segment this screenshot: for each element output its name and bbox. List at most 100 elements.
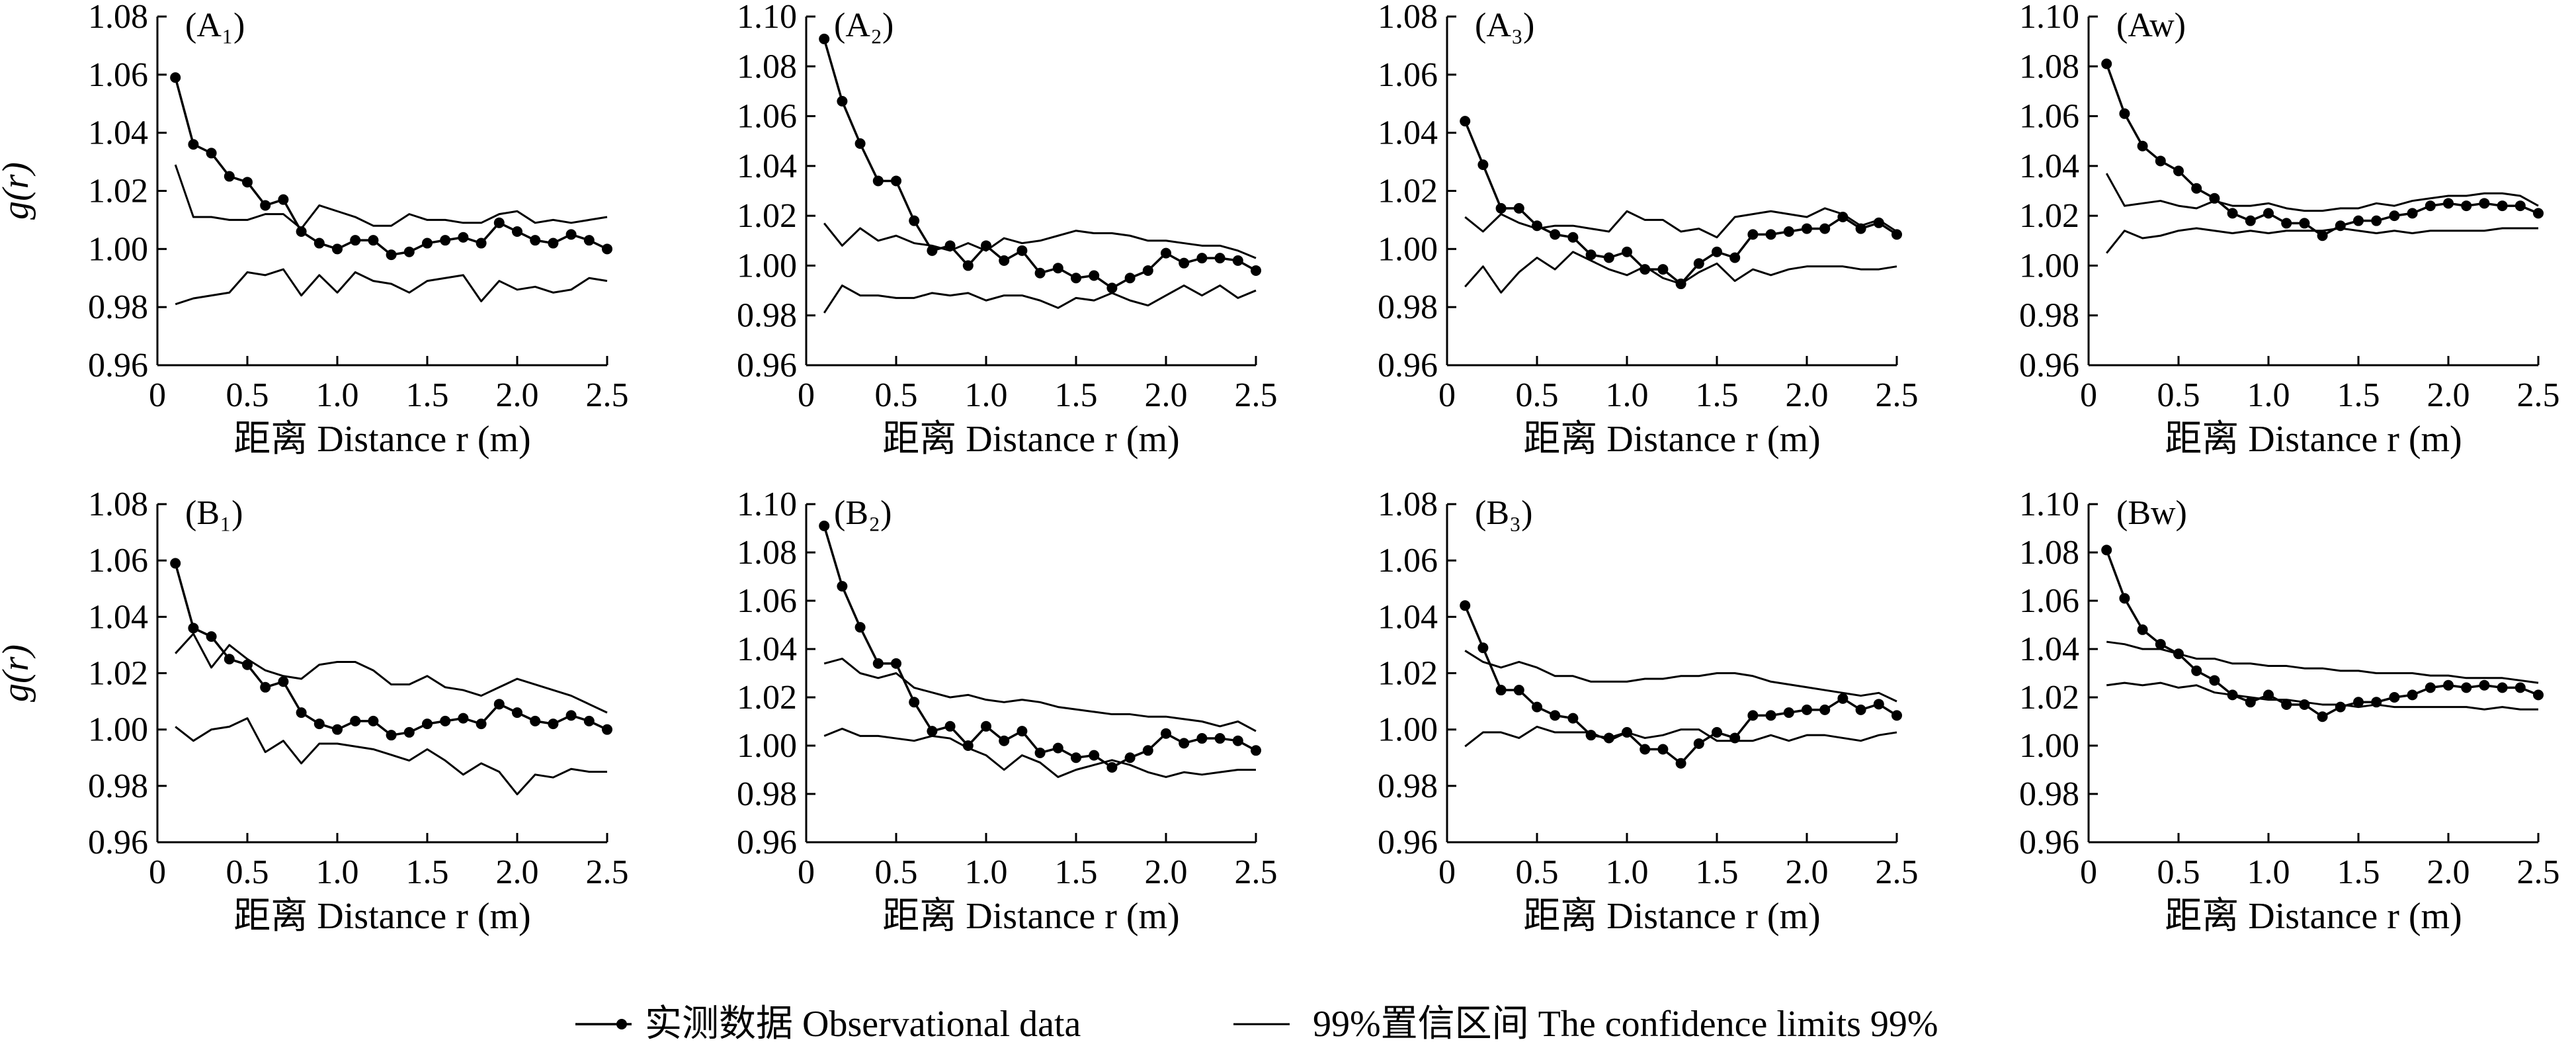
x-tick-label: 2.5 <box>1235 376 1278 414</box>
x-tick-label: 2.0 <box>1145 853 1188 891</box>
observed-point <box>1747 710 1759 721</box>
observed-point <box>1232 255 1243 266</box>
x-tick-label: 1.0 <box>316 376 359 414</box>
observed-point <box>2425 682 2436 693</box>
observed-point <box>1495 685 1507 696</box>
observed-point <box>1819 704 1831 715</box>
observed-point <box>1765 229 1776 240</box>
observed-point <box>1251 745 1261 756</box>
y-axis-label: g(r) <box>0 162 36 220</box>
y-tick-label: 1.08 <box>2019 534 2079 572</box>
observed-point <box>1891 229 1902 240</box>
observed-point <box>837 95 848 107</box>
x-axis-label: 距离 Distance r (m) <box>2165 419 2462 460</box>
observed-point <box>1550 229 1561 240</box>
observed-point <box>2514 200 2526 212</box>
observed-point <box>819 33 830 44</box>
x-tick-label: 1.0 <box>965 853 1008 891</box>
observed-point <box>1071 752 1081 763</box>
panel-label: (B₂) <box>834 494 892 532</box>
y-tick-label: 0.96 <box>737 347 797 384</box>
observed-point <box>2119 108 2130 119</box>
observed-point <box>1495 202 1507 214</box>
x-axis-label: 距离 Distance r (m) <box>882 896 1179 937</box>
y-tick-label: 1.02 <box>737 197 797 235</box>
x-tick-label: 1.0 <box>1606 376 1649 414</box>
observed-point <box>332 243 343 255</box>
panel-B2: 0.96 0.98 1.00 1.02 1.04 1.06 1.08 1.10 0 0.5 1.0 1… <box>737 486 1278 937</box>
y-tick-label: 1.02 <box>1378 655 1438 693</box>
panel-label: (A₃) <box>1475 7 1534 44</box>
x-tick-label: 1.0 <box>2247 853 2290 891</box>
confidence-upper-line <box>2105 173 2539 212</box>
observed-point <box>854 138 866 149</box>
observed-point <box>1196 733 1208 744</box>
observed-point <box>188 139 199 150</box>
observed-point <box>2137 624 2148 635</box>
confidence-upper-line <box>1464 207 1897 239</box>
y-tick-label: 0.98 <box>2019 775 2079 813</box>
observed-point <box>1179 257 1190 269</box>
y-tick-label: 1.00 <box>88 711 148 749</box>
confidence-lower-line <box>2106 227 2538 254</box>
panel-Bw: 0.96 0.98 1.00 1.02 1.04 1.06 1.08 1.10 0 0.5 1.0 1… <box>2019 486 2560 937</box>
y-tick-label: 1.04 <box>2019 148 2079 185</box>
y-tick-label: 1.10 <box>2019 486 2079 523</box>
confidence-lower-line <box>1464 251 1897 294</box>
y-tick-label: 0.98 <box>1378 288 1438 326</box>
y-tick-label: 1.04 <box>1378 114 1438 152</box>
y-tick-label: 0.96 <box>2019 824 2079 861</box>
observed-point <box>2263 689 2274 701</box>
y-tick-label: 1.08 <box>737 48 797 85</box>
observed-point <box>1657 264 1669 275</box>
observed-point <box>2191 183 2202 194</box>
x-tick-label: 2.5 <box>586 376 629 414</box>
observed-point <box>1089 270 1100 281</box>
observed-point <box>999 255 1010 266</box>
observed-point <box>962 260 974 271</box>
observed-line <box>1464 605 1897 765</box>
observed-point <box>493 217 505 228</box>
y-tick-label: 1.04 <box>88 598 148 636</box>
x-tick-label: 0 <box>2080 376 2097 414</box>
x-tick-label: 1.0 <box>316 853 359 891</box>
observed-point <box>206 631 217 642</box>
observed-point <box>1052 742 1063 754</box>
observed-point <box>872 658 884 669</box>
observed-point <box>2353 215 2364 226</box>
confidence-upper-line <box>175 632 608 714</box>
observed-point <box>1873 699 1884 710</box>
observed-point <box>1513 202 1524 214</box>
observed-point <box>891 175 901 187</box>
x-tick-label: 0.5 <box>2157 853 2200 891</box>
observed-point <box>386 730 397 741</box>
observed-point <box>602 724 612 735</box>
observed-point <box>1477 642 1489 654</box>
panel-A1: 0.96 0.98 1.00 1.02 1.04 1.06 1.08 0 0.5 1.0 1.5 2.… <box>0 0 629 460</box>
y-tick-label: 1.06 <box>2019 98 2079 136</box>
observed-point <box>1532 701 1542 713</box>
observed-point <box>583 235 595 246</box>
observed-point <box>1712 726 1722 738</box>
x-tick-label: 2.5 <box>1235 853 1278 891</box>
observed-point <box>350 715 361 726</box>
x-tick-label: 0.5 <box>875 376 918 414</box>
observed-point <box>2245 215 2256 226</box>
panel-label: (Bw) <box>2116 494 2187 532</box>
confidence-upper-line <box>823 658 1257 732</box>
observed-point <box>313 719 325 730</box>
y-tick-label: 1.02 <box>2019 679 2079 717</box>
y-tick-label: 1.00 <box>1378 711 1438 749</box>
y-tick-label: 1.02 <box>1378 173 1438 210</box>
observed-point <box>2227 208 2238 219</box>
observed-point <box>1106 762 1118 773</box>
observed-point <box>332 724 343 735</box>
y-tick-label: 0.96 <box>1378 824 1438 861</box>
observed-point <box>2209 675 2220 686</box>
y-tick-label: 1.08 <box>737 534 797 572</box>
observed-point <box>1802 704 1812 715</box>
observed-point <box>2389 692 2400 703</box>
observed-point <box>493 699 505 710</box>
y-tick-label: 0.96 <box>2019 347 2079 384</box>
observed-point <box>2245 697 2256 708</box>
